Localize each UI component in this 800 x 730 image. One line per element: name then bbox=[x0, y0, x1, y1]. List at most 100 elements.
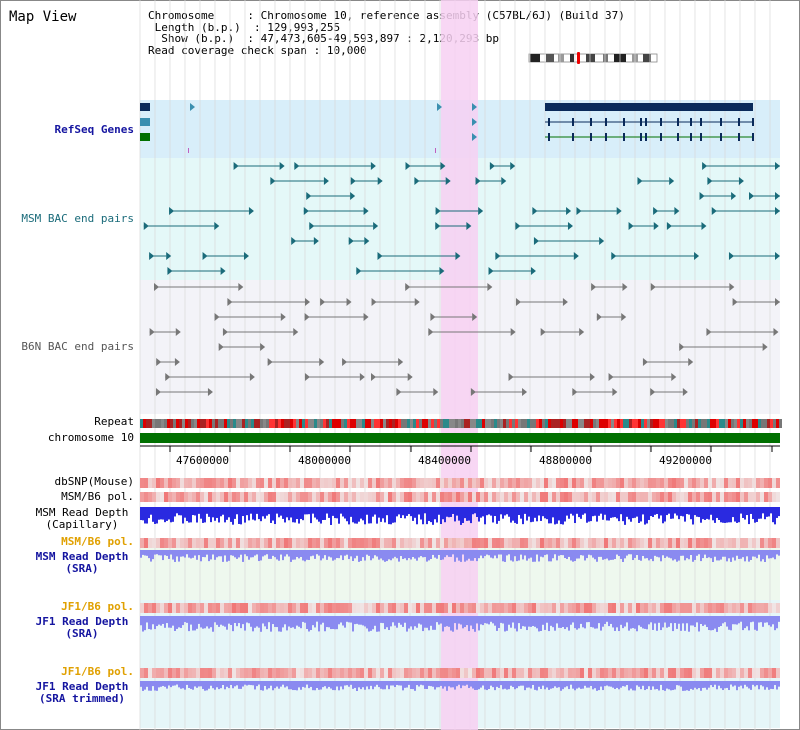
jf1-trim-depth-bar bbox=[390, 681, 392, 686]
jf1-pol-cell bbox=[392, 603, 396, 613]
jf1-trim-depth-bar bbox=[188, 681, 190, 688]
msm-sra-depth-bar bbox=[712, 550, 714, 562]
msm-capillary-depth-bar bbox=[480, 507, 482, 518]
jf1-pol-cell bbox=[428, 603, 432, 613]
jf1-sra-depth-bar bbox=[436, 616, 438, 623]
jf1-trim-depth-bar bbox=[506, 681, 508, 690]
msm-bac-pair-end bbox=[775, 192, 780, 200]
jf1-sra-depth-bar bbox=[586, 616, 588, 623]
repeat-segment bbox=[233, 419, 236, 428]
msm-capillary-depth-bar bbox=[532, 507, 534, 522]
jf1-trim-depth-bar bbox=[226, 681, 228, 687]
msm-capillary-depth-bar bbox=[240, 507, 242, 525]
jf1-sra-depth-bar bbox=[152, 616, 154, 625]
msm-sra-depth-bar bbox=[578, 550, 580, 559]
b6n-bac-pair-end bbox=[319, 358, 325, 366]
msm-capillary-depth-bar bbox=[754, 507, 756, 523]
jf1-sra-depth-bar bbox=[656, 616, 658, 631]
msm-pol-cell bbox=[240, 492, 244, 502]
jf1-sra-depth-bar bbox=[420, 616, 422, 625]
jf1-sra-depth-bar bbox=[416, 616, 418, 628]
gene-arrow bbox=[437, 103, 442, 111]
jf1-trim-depth-bar bbox=[726, 681, 728, 688]
jf1-pol-cell bbox=[288, 603, 292, 613]
b6n-bac-pair-end bbox=[433, 388, 439, 396]
msm-pol-cell bbox=[584, 492, 588, 502]
msm-sra-depth-bar bbox=[388, 550, 390, 560]
msm-sra-depth-bar bbox=[208, 550, 210, 562]
jf1-sra-depth-bar bbox=[294, 616, 296, 629]
repeat-segment bbox=[605, 419, 608, 428]
jf1-trim-depth-bar bbox=[280, 681, 282, 687]
msm-sra-depth-bar bbox=[534, 550, 536, 562]
msm-sra-depth-bar bbox=[316, 550, 318, 555]
msm-sra-depth-bar bbox=[260, 550, 262, 561]
jf1-sra-depth-bar bbox=[744, 616, 746, 629]
msm-sra-depth-bar bbox=[354, 550, 356, 559]
msm-capillary-depth-bar bbox=[400, 507, 402, 519]
repeat-segment bbox=[407, 419, 410, 428]
jf1-pol-cell bbox=[296, 603, 300, 613]
msm-pol-cell bbox=[532, 492, 536, 502]
msm-sra-depth-bar bbox=[688, 550, 690, 560]
msm-pol-sra-cell bbox=[320, 538, 324, 548]
msm-capillary-depth-bar bbox=[330, 507, 332, 525]
msm-pol-sra-cell bbox=[520, 538, 524, 548]
jf1-trim-depth-bar bbox=[652, 681, 654, 687]
repeat-segment bbox=[539, 419, 542, 428]
msm-capillary-depth-bar bbox=[598, 507, 600, 516]
repeat-segment bbox=[710, 419, 713, 428]
dbsnp-cell bbox=[416, 478, 420, 488]
refseq-genes-label[interactable]: RefSeq Genes bbox=[54, 123, 134, 136]
msm-sra-depth-bar bbox=[380, 550, 382, 559]
msm-capillary-depth-bar bbox=[214, 507, 216, 521]
repeat-segment bbox=[722, 419, 725, 428]
jf1-sra-depth-bar bbox=[278, 616, 280, 632]
msm-bac-pair-end bbox=[674, 207, 680, 215]
jf1-trim-depth-bar bbox=[150, 681, 152, 691]
msm-bac-pair-end bbox=[775, 252, 780, 260]
repeat-segment bbox=[632, 419, 635, 428]
jf1-pol-trim-cell bbox=[652, 668, 656, 678]
repeat-segment bbox=[239, 419, 242, 428]
msm-capillary-depth-bar bbox=[642, 507, 644, 515]
jf1-pol-cell bbox=[684, 603, 688, 613]
jf1-pol-trim-cell bbox=[216, 668, 220, 678]
msm-pol-sra-cell bbox=[176, 538, 180, 548]
jf1-sra-depth-bar bbox=[308, 616, 310, 632]
jf1-pol-trim-cell bbox=[532, 668, 536, 678]
jf1-sra-depth-bar bbox=[592, 616, 594, 628]
repeat-segment bbox=[431, 419, 434, 428]
dbsnp-cell bbox=[452, 478, 456, 488]
jf1-trim-depth-bar bbox=[480, 681, 482, 688]
msm-pol-sra-cell bbox=[468, 538, 472, 548]
jf1-pol-cell bbox=[140, 603, 144, 613]
msm-pol-sra-cell bbox=[224, 538, 228, 548]
msm-pol-sra-cell bbox=[744, 538, 748, 548]
jf1-trim-depth-bar bbox=[216, 681, 218, 688]
msm-pol-sra-cell bbox=[444, 538, 448, 548]
repeat-segment bbox=[650, 419, 653, 428]
jf1-pol-trim-cell bbox=[616, 668, 620, 678]
msm-capillary-depth-bar bbox=[564, 507, 566, 522]
msm-capillary-depth-bar bbox=[570, 507, 572, 514]
jf1-sra-depth-bar bbox=[272, 616, 274, 625]
b6n-bac-label[interactable]: B6N BAC end pairs bbox=[21, 340, 134, 353]
dbsnp-cell bbox=[380, 478, 384, 488]
jf1-sra-depth-bar bbox=[758, 616, 760, 623]
msm-bac-label[interactable]: MSM BAC end pairs bbox=[21, 212, 134, 225]
jf1-pol-trim-cell bbox=[756, 668, 760, 678]
jf1-sra-depth-bar bbox=[564, 616, 566, 630]
msm-capillary-depth-bar bbox=[552, 507, 554, 518]
msm-pol-sra-cell bbox=[292, 538, 296, 548]
jf1-pol-trim-cell bbox=[340, 668, 344, 678]
jf1-trim-depth-bar bbox=[240, 681, 242, 689]
jf1-sra-depth-bar bbox=[764, 616, 766, 623]
msm-capillary-depth-bar bbox=[600, 507, 602, 514]
b6n-bac-pair-end bbox=[510, 328, 516, 336]
jf1-trim-depth-bar bbox=[558, 681, 560, 688]
msm-capillary-depth-bar bbox=[722, 507, 724, 523]
msm-pol-sra-cell bbox=[652, 538, 656, 548]
msm-capillary-depth-bar bbox=[760, 507, 762, 519]
